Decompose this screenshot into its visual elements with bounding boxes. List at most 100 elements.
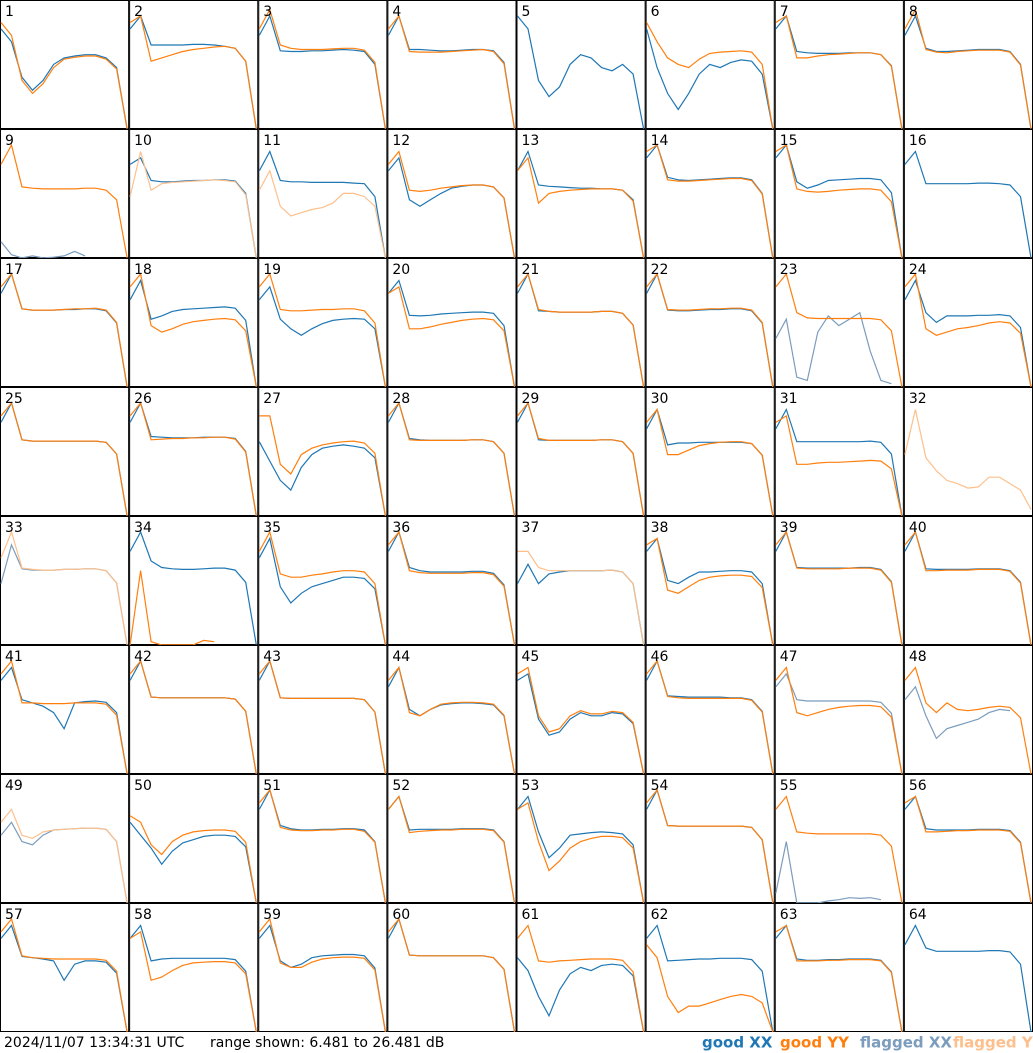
panel-number: 17 xyxy=(5,262,23,278)
panel-frame xyxy=(516,387,646,516)
panel-frame xyxy=(774,903,904,1032)
spectrum-line xyxy=(258,659,386,775)
panel-number: 49 xyxy=(5,778,23,794)
spectrum-line xyxy=(646,944,774,1033)
panel-frame xyxy=(903,774,1033,903)
spectrum-line xyxy=(258,150,386,259)
spectrum-line xyxy=(258,8,386,129)
timestamp: 2024/11/07 13:34:31 UTC xyxy=(4,1035,184,1051)
panel-number: 39 xyxy=(780,520,798,536)
panel-frame xyxy=(258,0,388,129)
panel-number: 28 xyxy=(392,391,410,407)
spectrum-line xyxy=(0,530,128,646)
spectrum-line xyxy=(259,415,386,516)
spectrum-line xyxy=(775,795,903,904)
panel-number: 14 xyxy=(651,133,669,149)
spectrum-line xyxy=(517,672,645,775)
spectrum-line xyxy=(129,15,257,129)
spectrum-line xyxy=(904,272,1032,388)
panel-number: 8 xyxy=(909,4,918,20)
panel: 14 xyxy=(645,129,775,258)
panel: 46 xyxy=(645,645,775,775)
panel: 17 xyxy=(0,258,130,387)
spectrum-line xyxy=(904,795,1032,904)
panel-frame xyxy=(516,129,646,258)
panel-number: 33 xyxy=(5,520,23,536)
panel-number: 32 xyxy=(909,391,927,407)
spectrum-line xyxy=(388,285,516,388)
panel-number: 60 xyxy=(392,907,410,923)
panel: 36 xyxy=(387,516,517,646)
panel: 24 xyxy=(903,258,1033,388)
panel-number: 2 xyxy=(134,4,143,20)
panel-number: 6 xyxy=(651,4,660,20)
panel-frame xyxy=(129,903,259,1032)
spectrum-line xyxy=(775,15,903,129)
panel-frame xyxy=(0,129,130,258)
panel-number: 37 xyxy=(522,520,540,536)
panel: 48 xyxy=(903,645,1033,775)
panel-number: 45 xyxy=(522,649,540,665)
spectrum-line xyxy=(387,14,516,129)
panel-number: 30 xyxy=(651,391,669,407)
panel: 25 xyxy=(0,387,130,517)
panel: 39 xyxy=(774,516,904,645)
spectrum-line xyxy=(517,924,645,1033)
spectrum-line xyxy=(775,530,903,645)
spectrum-line xyxy=(258,788,386,904)
spectrum-line xyxy=(129,930,257,1033)
panel: 43 xyxy=(258,645,388,775)
panel: 8 xyxy=(903,0,1033,129)
panel: 47 xyxy=(774,645,904,775)
panel: 51 xyxy=(258,774,388,904)
panel-frame xyxy=(774,0,904,129)
spectrum-line xyxy=(775,924,903,1033)
panel-frame xyxy=(903,903,1033,1032)
spectrum-line xyxy=(129,272,257,388)
panel-number: 13 xyxy=(522,133,540,149)
panel-number: 64 xyxy=(909,907,927,923)
spectrum-line xyxy=(387,795,516,904)
panel: 11 xyxy=(258,129,388,259)
panel-frame xyxy=(774,774,904,903)
panel: 59 xyxy=(258,903,388,1033)
spectrum-line xyxy=(517,401,645,516)
panel-number: 9 xyxy=(5,133,14,149)
spectrum-line xyxy=(517,666,645,775)
panel-number: 20 xyxy=(392,262,410,278)
panel: 20 xyxy=(387,258,517,388)
panel-number: 61 xyxy=(522,907,540,923)
panel-frame xyxy=(258,645,388,774)
range-label: range shown: 6.481 to 26.481 dB xyxy=(210,1035,444,1051)
legend-entry: flagged YY xyxy=(953,1034,1033,1052)
panel-frame xyxy=(903,645,1033,774)
spectrum-line xyxy=(387,279,516,388)
spectrum-line xyxy=(775,414,903,517)
panel-frame xyxy=(903,516,1033,645)
panel: 31 xyxy=(774,387,904,517)
spectrum-line xyxy=(904,278,1032,388)
panel-number: 36 xyxy=(392,520,410,536)
legend-entry: good YY xyxy=(780,1034,850,1052)
panel: 44 xyxy=(387,645,517,775)
panel: 56 xyxy=(903,774,1033,904)
spectrum-line xyxy=(775,311,892,385)
spectrum-line xyxy=(258,917,386,1033)
panel: 62 xyxy=(645,903,775,1033)
spectrum-line xyxy=(904,530,1032,646)
panel-frame xyxy=(387,903,517,1032)
spectrum-line xyxy=(904,150,1032,259)
panel-frame xyxy=(0,0,130,129)
spectrum-line xyxy=(646,537,774,646)
panel: 33 xyxy=(0,516,130,646)
panel-number: 41 xyxy=(5,649,23,665)
panel-number: 24 xyxy=(909,262,927,278)
panel: 27 xyxy=(258,387,388,517)
spectrum-line xyxy=(517,156,645,259)
spectrum-line xyxy=(129,401,257,516)
panel-frame xyxy=(0,774,130,903)
panel: 22 xyxy=(645,258,775,387)
panel-frame xyxy=(0,645,130,774)
